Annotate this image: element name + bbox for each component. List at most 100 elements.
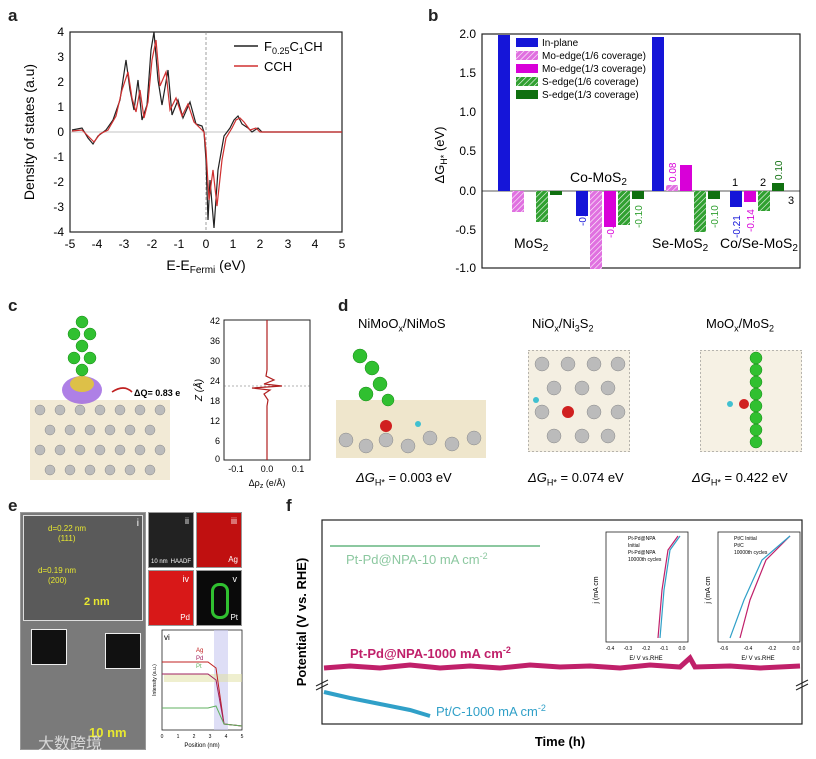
annotation-d1: d=0.22 nm — [48, 524, 87, 533]
line-profile-plot: vi Ag Pd Pt 0 1 2 3 4 5 Position (nm) In… — [152, 629, 244, 749]
ytick: -1.0 — [455, 261, 476, 275]
panel-c-xlabel: Δρz (e/Å) — [249, 478, 286, 490]
xtick: -1 — [174, 237, 185, 251]
panel-f-stability-plot: Potential (V vs. RHE) Time (h) Pt-Pd@NPA… — [294, 519, 809, 749]
scale-bar-2nm: 2 nm — [84, 596, 110, 608]
energy-label-3: ΔGH* = 0.422 eV — [692, 470, 788, 488]
svg-text:-0.3: -0.3 — [624, 646, 633, 652]
dos-curve-f-doped — [71, 31, 342, 229]
inset-lsv-ptc: Pt/C Initial Pt/C 10000th cycles -0.6 -0… — [705, 531, 801, 662]
panel-label-c: c — [8, 296, 18, 315]
svg-text:4: 4 — [225, 734, 228, 740]
inset2-ylabel: j (mA cm — [705, 576, 712, 604]
panel-c-charge-profile: 42 36 30 24 18 12 6 0 -0.1 0.0 0.1 Δρz (… — [192, 316, 311, 490]
site-label: 1 — [732, 177, 738, 189]
crystal-slab — [30, 400, 170, 480]
svg-text:5: 5 — [241, 734, 244, 740]
panel-b-group-labels: MoS2 Co-MoS2 Se-MoS2 Co/Se-MoS2 — [514, 169, 798, 254]
fft-inset-right — [105, 633, 141, 669]
bar-comos2-s13 — [632, 191, 644, 199]
panel-d-title-1: NiMoOx/NiMoS — [358, 316, 446, 334]
inset1-xlabel: E/ V vs.RHE — [629, 656, 662, 662]
xtick: -2 — [147, 237, 158, 251]
series-line-ptpd-1000 — [323, 654, 801, 671]
svg-text:-0.2: -0.2 — [768, 646, 777, 652]
legend-s16: S-edge(1/6 coverage) — [542, 77, 639, 88]
svg-text:10000th cycles: 10000th cycles — [734, 550, 768, 556]
scale-bar-large: 10 nm — [89, 725, 127, 740]
axis-break — [315, 679, 809, 691]
panel-label-b: b — [428, 6, 439, 25]
bar-semos2-mo16 — [666, 185, 678, 191]
bar-mos2-mo16 — [512, 191, 524, 212]
inset2-xlabel: E/ V vs.RHE — [741, 656, 774, 662]
bar-semos2-mo13 — [680, 165, 692, 191]
group-label-comos2: Co-MoS2 — [570, 169, 627, 188]
inset1-xticks: -0.4 -0.3 -0.2 -0.1 0.0 — [606, 646, 686, 652]
ytick: 18 — [210, 396, 220, 406]
svg-text:0.0: 0.0 — [679, 646, 686, 652]
ytick: 1 — [57, 100, 64, 114]
legend-mo13: Mo-edge(1/3 coverage) — [542, 64, 646, 75]
dos-curve-cch — [71, 39, 342, 207]
panel-a-dos-plot: 4 3 2 1 0 -1 -2 -3 -4 -5 -4 -3 -2 -1 0 1… — [21, 25, 346, 276]
panel-c-xticks: -0.1 0.0 0.1 — [228, 464, 304, 474]
sub-label-iii: iii — [231, 516, 237, 526]
sub-label-iv: iv — [182, 574, 190, 584]
energy-label-1: ΔGH* = 0.003 eV — [356, 470, 452, 488]
panel-b-bar-chart: 2.0 1.5 1.0 0.5 0.0 -0.5 -1.0 ΔGH* (eV) — [432, 27, 801, 275]
svg-text:0: 0 — [161, 734, 164, 740]
legend-label-cch: CCH — [264, 59, 292, 74]
inset2-legend: Pt/C Initial — [734, 536, 757, 542]
ytick: -2 — [53, 175, 64, 189]
svg-text:Initial: Initial — [628, 543, 640, 549]
ytick: 3 — [57, 50, 64, 64]
ytick: -4 — [53, 225, 64, 239]
group-label-cosemos2: Co/Se-MoS2 — [720, 235, 798, 254]
panel-label-f: f — [286, 496, 292, 515]
svg-text:2: 2 — [193, 734, 196, 740]
map-pt: v Pt — [196, 570, 242, 626]
tem-image-large: i d=0.22 nm (111) d=0.19 nm (200) 2 nm 1… — [20, 512, 146, 750]
line-xticks: 0 1 2 3 4 5 — [161, 734, 244, 740]
panel-b-yticks: 2.0 1.5 1.0 0.5 0.0 -0.5 -1.0 — [455, 27, 476, 275]
bar-value: 0.10 — [774, 160, 785, 180]
bar-mos2-s16 — [536, 191, 548, 222]
panel-b-bars — [498, 35, 784, 269]
panel-b-legend: In-plane Mo-edge(1/6 coverage) Mo-edge(1… — [516, 38, 646, 101]
bar-value: -0.10 — [634, 205, 645, 228]
ytick: 0.5 — [459, 144, 476, 158]
bar-cosemos2-site3a — [758, 191, 770, 211]
ytick: 6 — [215, 436, 220, 446]
svg-text:-0.6: -0.6 — [720, 646, 729, 652]
annotation-hkl1: (111) — [58, 534, 76, 543]
watermark: 大数跨境 — [38, 736, 103, 753]
sub-label-vi: vi — [164, 633, 170, 642]
ytick: 12 — [210, 416, 220, 426]
ytick: 2.0 — [459, 27, 476, 41]
adsorption-site-h — [562, 406, 574, 418]
ytick: 42 — [210, 316, 220, 326]
bar-mos2-inplane — [498, 35, 510, 191]
bar-comos2-mo16 — [590, 191, 602, 269]
panel-label-d: d — [338, 296, 349, 315]
panel-d-title-2: NiOx/Ni3S2 — [532, 316, 594, 334]
inset-lsv-ptpd: Pt-Pd@NPA Initial Pt-Pd@NPA 10000th cycl… — [593, 531, 689, 662]
panel-a-xticks: -5 -4 -3 -2 -1 0 1 2 3 4 5 — [65, 237, 346, 251]
svg-text:-0.4: -0.4 — [744, 646, 753, 652]
panel-a-yticks: 4 3 2 1 0 -1 -2 -3 -4 — [53, 25, 64, 239]
map-ag: iii Ag — [196, 512, 242, 568]
adsorbate-chain — [67, 315, 97, 377]
xtick: -3 — [119, 237, 130, 251]
group-label-mos2: MoS2 — [514, 235, 549, 254]
series-label-ptc-1000: Pt/C-1000 mA cm-2 — [436, 703, 546, 719]
legend-inplane: In-plane — [542, 38, 579, 49]
panel-label-a: a — [8, 6, 18, 25]
xtick: -5 — [65, 237, 76, 251]
svg-text:10000th cycles: 10000th cycles — [628, 557, 662, 563]
charge-profile-curve — [251, 320, 283, 460]
xtick: 4 — [312, 237, 319, 251]
ytick: 2 — [57, 75, 64, 89]
bar-comos2-s16 — [618, 191, 630, 225]
